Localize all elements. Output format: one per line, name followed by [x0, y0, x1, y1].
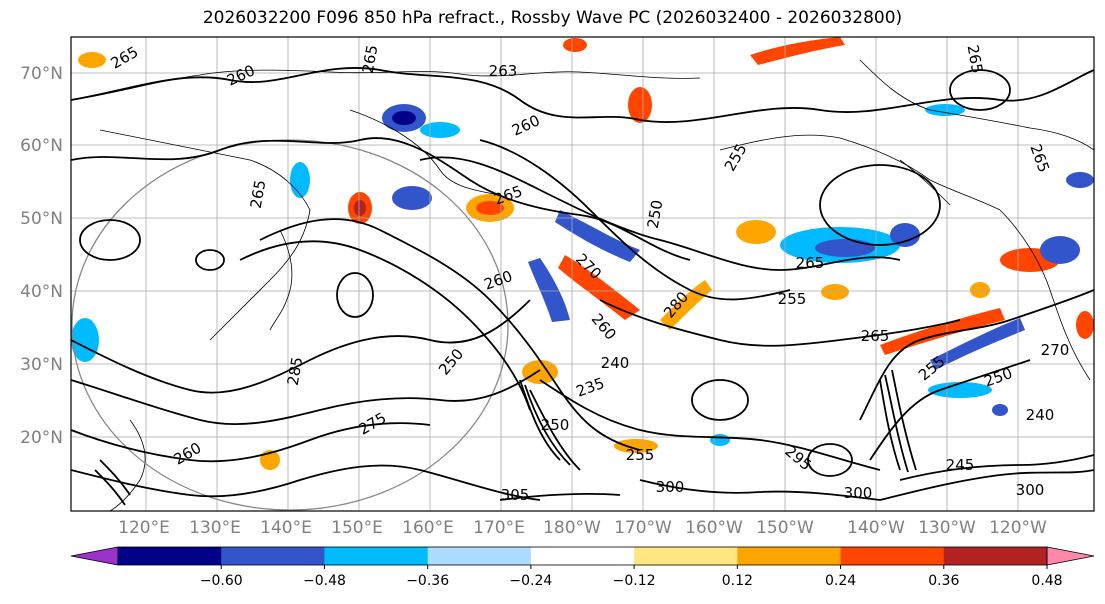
contour-label: 300 — [1016, 481, 1045, 499]
latitude-label: 70°N — [20, 64, 63, 84]
negative-anomaly-patch — [925, 104, 965, 116]
latitude-label: 50°N — [20, 209, 63, 229]
positive-anomaly-patch — [750, 37, 845, 65]
positive-anomaly-patch — [821, 284, 849, 300]
positive-anomaly-patch — [1076, 311, 1094, 339]
negative-anomaly-patch — [290, 162, 310, 198]
positive-anomaly-patch — [614, 439, 658, 453]
negative-anomaly-patch — [555, 210, 640, 262]
positive-anomaly-patch — [476, 201, 504, 215]
colorbar-tick-label: −0.60 — [200, 573, 243, 589]
positive-anomaly-patch — [354, 200, 366, 216]
colorbar-extend-high — [1046, 546, 1095, 566]
contour-label: 250 — [541, 416, 570, 434]
negative-anomaly-patch — [528, 258, 570, 322]
positive-anomaly-patch — [970, 282, 990, 298]
longitude-label: 120°W — [989, 518, 1047, 538]
contour-label: 255 — [778, 290, 807, 308]
longitude-label: 130°E — [189, 518, 241, 538]
latitude-label: 30°N — [20, 355, 63, 375]
negative-anomaly-patch — [392, 186, 432, 210]
colorbar-segment — [221, 547, 325, 565]
latitude-label: 40°N — [20, 282, 63, 302]
positive-anomaly-patch — [78, 52, 106, 68]
negative-anomaly-patch — [1040, 236, 1080, 264]
contour-label: 265 — [861, 327, 890, 345]
colorbar-tick-label: −0.12 — [613, 573, 656, 589]
longitude-axis: 120°E 130°E 140°E 150°E 160°E 170°E 180°W 170°W… — [118, 518, 1047, 538]
longitude-label: 160°W — [685, 518, 743, 538]
contour-label: 240 — [1026, 406, 1055, 424]
contour-label: 240 — [601, 354, 630, 372]
contour-label: 265 — [247, 178, 270, 209]
colorbar-tick-label: −0.48 — [303, 573, 346, 589]
colorbar-segment — [324, 547, 429, 565]
contour-label: 300 — [844, 484, 873, 502]
anomaly-shading — [71, 37, 1094, 470]
projection-circle — [71, 139, 509, 511]
colorbar-segment — [943, 547, 1048, 565]
colorbar-segment — [427, 547, 532, 565]
colorbar-tick-label: 0.24 — [825, 573, 856, 589]
colorbar-segment — [840, 547, 945, 565]
longitude-label: 160°E — [402, 518, 454, 538]
contour-label: 250 — [644, 198, 667, 229]
colorbar-segment — [634, 547, 738, 565]
longitude-label: 140°W — [847, 518, 905, 538]
longitude-label: 170°W — [614, 518, 672, 538]
longitude-label: 140°E — [260, 518, 312, 538]
colorbar-segment — [118, 547, 222, 565]
colorbar-tick-label: −0.24 — [509, 573, 552, 589]
contour-label: 255 — [626, 446, 655, 464]
negative-anomaly-patch — [710, 434, 730, 446]
colorbar-tick-label: 0.48 — [1031, 573, 1062, 589]
positive-anomaly-patch — [522, 360, 558, 384]
colorbar-border — [117, 546, 1048, 566]
positive-anomaly-patch — [563, 38, 587, 52]
refractivity-contours — [71, 67, 1094, 506]
contour-label: 245 — [946, 456, 975, 474]
negative-anomaly-patch — [992, 404, 1008, 416]
colorbar-tick-label: 0.36 — [928, 573, 959, 589]
positive-anomaly-patch — [660, 280, 712, 330]
longitude-label: 180°W — [543, 518, 601, 538]
positive-anomaly-patch — [628, 87, 652, 123]
map-frame — [70, 36, 1095, 512]
colorbar-extend-low — [70, 546, 119, 566]
negative-anomaly-patch — [420, 122, 460, 138]
contour-label: 265 — [359, 43, 382, 74]
latitude-label: 20°N — [20, 428, 63, 448]
colorbar-segment — [530, 547, 635, 565]
negative-anomaly-patch — [930, 318, 1025, 370]
contour-label: 300 — [656, 478, 685, 496]
latitude-axis: 70°N 60°N 50°N 40°N 30°N 20°N — [20, 64, 63, 448]
contour-label: 270 — [1041, 341, 1070, 359]
longitude-label: 130°W — [918, 518, 976, 538]
latitude-label: 60°N — [20, 136, 63, 156]
contour-label: 265 — [796, 254, 825, 272]
negative-anomaly-patch — [890, 223, 920, 247]
positive-anomaly-patch — [736, 220, 776, 244]
map-title: 2026032200 F096 850 hPa refract., Rossby… — [202, 8, 903, 28]
positive-anomaly-patch — [558, 255, 640, 320]
contour-label: 265 — [964, 43, 987, 74]
longitude-label: 150°W — [756, 518, 814, 538]
graticule — [71, 37, 1094, 511]
longitude-label: 170°E — [473, 518, 525, 538]
colorbar-tick-label: 0.12 — [722, 573, 753, 589]
contour-label: 285 — [284, 355, 307, 386]
longitude-label: 150°E — [331, 518, 383, 538]
colorbar-segment — [737, 547, 842, 565]
contour-label: 305 — [501, 486, 530, 504]
negative-anomaly-patch — [392, 111, 416, 125]
negative-anomaly-patch — [1066, 172, 1094, 188]
colorbar: −0.60 −0.48 −0.36 −0.24 −0.12 0.12 0.24 0.36 0.4… — [70, 546, 1095, 589]
longitude-label: 120°E — [118, 518, 170, 538]
colorbar-tick-label: −0.36 — [406, 573, 449, 589]
negative-anomaly-patch — [928, 382, 992, 398]
contour-label: 263 — [489, 62, 518, 80]
